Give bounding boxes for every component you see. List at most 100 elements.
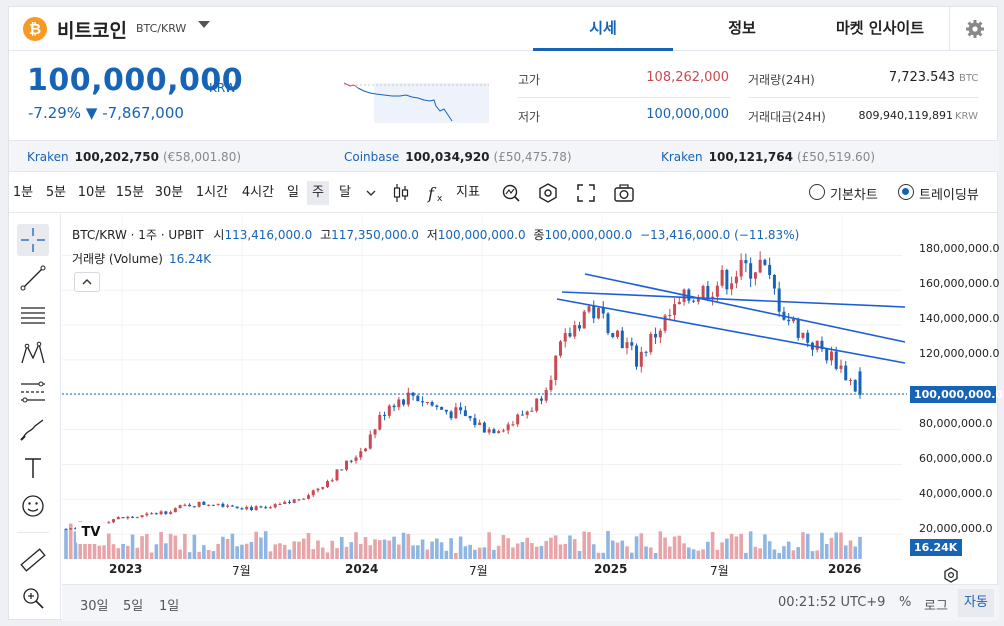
exchange-item[interactable]: Coinbase 100,034,920 (£50,475.78): [344, 150, 572, 164]
tab-price[interactable]: 시세: [533, 7, 673, 51]
candle-body: [649, 333, 653, 353]
candle-body: [554, 355, 558, 380]
basic-chart-radio[interactable]: [809, 184, 825, 200]
interval-30m[interactable]: 30분: [154, 185, 184, 200]
indicator-button[interactable]: 지표: [456, 185, 480, 200]
compare-icon[interactable]: [499, 181, 523, 205]
candle-body: [563, 333, 567, 342]
range-1d[interactable]: 1일: [159, 599, 180, 614]
percent-scale[interactable]: %: [899, 595, 912, 610]
tab-info[interactable]: 정보: [728, 19, 756, 37]
pattern-icon: [21, 341, 45, 364]
collapse-legend-button[interactable]: [74, 272, 100, 292]
text-tool[interactable]: [17, 452, 49, 484]
candle-body: [306, 495, 310, 499]
interval-10m[interactable]: 10분: [77, 185, 107, 200]
fullscreen-icon[interactable]: [574, 181, 598, 205]
candle-style-icon[interactable]: [389, 181, 413, 205]
chart-settings-icon[interactable]: [942, 566, 960, 584]
candle-body: [763, 259, 767, 265]
candle-body: [839, 365, 843, 369]
interval-1h[interactable]: 1시간: [195, 185, 229, 200]
candle-body: [383, 414, 387, 416]
exchange-item[interactable]: Kraken 100,121,764 (£50,519.60): [661, 150, 875, 164]
interval-15m[interactable]: 15분: [115, 185, 145, 200]
volume-bar: [653, 552, 658, 559]
clock-time[interactable]: 00:21:52 UTC+9: [778, 595, 886, 610]
settings-button[interactable]: [949, 7, 999, 51]
candle-body: [425, 402, 429, 404]
volume-bar: [145, 534, 149, 559]
exchange-name: Kraken: [661, 150, 703, 164]
volume-bar: [511, 547, 515, 559]
interval-week[interactable]: 주: [307, 181, 329, 205]
exchange-item[interactable]: Kraken 100,202,750 (€58,001.80): [27, 150, 241, 164]
channel-line: [556, 298, 906, 364]
volume-bar: [710, 532, 715, 559]
volume-bar: [97, 545, 102, 559]
interval-month[interactable]: 달: [339, 185, 351, 200]
candle-body: [654, 333, 658, 338]
log-scale[interactable]: 로그: [924, 599, 948, 614]
measure-tool[interactable]: [17, 544, 49, 576]
brush-tool[interactable]: [17, 414, 49, 446]
tradingview-radio[interactable]: [898, 184, 914, 200]
chevron-down-icon[interactable]: [359, 181, 383, 205]
volume-bar: [506, 538, 510, 559]
y-axis-label: 140,000,000.0: [919, 312, 1000, 325]
candle-body: [373, 429, 377, 435]
tradingview-label[interactable]: 트레이딩뷰: [919, 188, 979, 203]
emoji-tool[interactable]: [17, 490, 49, 522]
exchange-foreign: (€58,001.80): [162, 150, 242, 164]
pattern-tool[interactable]: [17, 338, 49, 370]
volume-bar: [496, 545, 501, 559]
candle-body: [302, 498, 306, 500]
volume-bar: [197, 551, 201, 559]
interval-4h[interactable]: 4시간: [241, 185, 275, 200]
trendline-tool[interactable]: [17, 262, 49, 294]
y-axis-label: 160,000,000.0: [919, 277, 1000, 290]
settings-hex-icon[interactable]: [536, 181, 560, 205]
price-chart[interactable]: BTC/KRW · 1주 · UPBIT 시113,416,000.0 고117…: [62, 214, 1003, 584]
range-5d[interactable]: 5일: [123, 599, 144, 614]
chevron-down-icon[interactable]: [198, 21, 210, 28]
volume-bar: [824, 543, 829, 559]
horizontal-lines-tool[interactable]: [17, 300, 49, 332]
volume-bar: [154, 544, 159, 559]
x-axis-label: 2026: [828, 562, 862, 576]
candle-body: [273, 504, 277, 508]
interval-1m[interactable]: 1분: [12, 185, 34, 200]
zoom-tool[interactable]: [17, 582, 49, 614]
volume-bar: [701, 549, 705, 559]
interval-day[interactable]: 일: [287, 185, 299, 200]
fib-tool[interactable]: [17, 376, 49, 408]
candle-body: [858, 371, 862, 395]
high-label: 고가: [518, 73, 541, 87]
volume-bar: [620, 540, 625, 559]
basic-chart-label[interactable]: 기본차트: [830, 188, 878, 203]
candle-body: [449, 411, 453, 419]
volume-bar: [349, 542, 354, 559]
volume-bar: [297, 541, 301, 559]
coin-name[interactable]: 비트코인: [57, 20, 127, 42]
camera-icon[interactable]: [612, 181, 636, 205]
candle-body: [221, 503, 225, 507]
candle-body: [287, 501, 291, 503]
tab-market-insight[interactable]: 마켓 인사이트: [835, 19, 925, 37]
auto-scale[interactable]: 자동: [958, 589, 994, 617]
open-label: 시: [213, 228, 225, 242]
candle-body: [416, 395, 420, 402]
coin-pair[interactable]: BTC/KRW: [136, 22, 187, 35]
chart-canvas[interactable]: [62, 214, 999, 584]
candle-body: [321, 487, 325, 489]
volume-bar: [287, 549, 292, 559]
interval-5m[interactable]: 5분: [45, 185, 67, 200]
crosshair-tool[interactable]: [17, 224, 49, 256]
volume-value: 7,723.543: [888, 70, 955, 85]
sparkline: [344, 82, 489, 123]
tradingview-logo[interactable]: TV: [76, 522, 106, 544]
volume-bar: [748, 531, 753, 559]
range-30d[interactable]: 30일: [80, 599, 109, 614]
bitcoin-icon: ₿: [23, 17, 47, 41]
